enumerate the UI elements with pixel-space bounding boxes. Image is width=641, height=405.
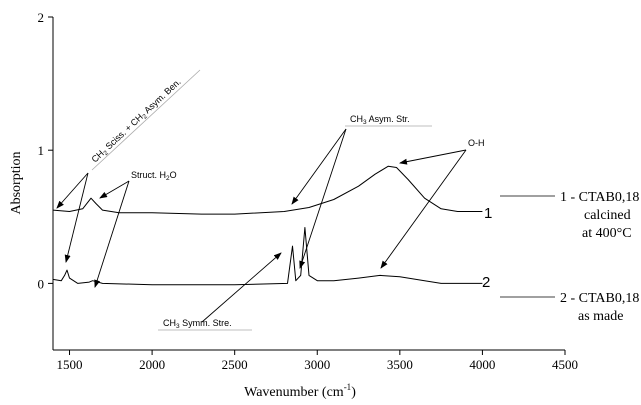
x-ticks: 1500 2000 2500 3000 3500 4000 4500	[57, 350, 578, 372]
legend-2: 2 - CTAB0,18 as made	[560, 291, 639, 324]
legend-2-line-2: as made	[578, 309, 623, 324]
annotation-arrow-3	[99, 180, 130, 199]
x-tick-label-2000: 2000	[139, 357, 165, 372]
annotation-ch3-symm-text: CH3 Symm. Stre.	[163, 318, 232, 330]
legend-1: 1 - CTAB0,18 calcined at 400°C	[560, 190, 639, 241]
annotation-ch3-symm: CH3 Symm. Stre.	[158, 318, 252, 331]
annotation-arrow-4	[94, 180, 130, 288]
annotation-ch2-sciss: CH2 Sciss. + CH2 Asym. Ben.	[90, 69, 201, 171]
x-axis-title: Wavenumber (cm-1)	[244, 382, 356, 400]
x-tick-label-2500: 2500	[222, 357, 248, 372]
x-tick-label-4500: 4500	[552, 357, 578, 372]
annotation-arrow-5	[291, 128, 347, 205]
annotation-ch3-asym: CH3 Asym. Str.	[345, 114, 432, 127]
annotation-ch2-sciss-text: CH2 Sciss. + CH2 Asym. Ben.	[90, 77, 185, 166]
annotation-arrows	[56, 128, 467, 323]
legend-2-line-1: 2 - CTAB0,18	[560, 291, 639, 306]
curve-label-1: 1	[484, 205, 492, 222]
annotation-arrow-6	[299, 128, 347, 269]
legend-1-line-2: calcined	[584, 208, 631, 223]
y-axis-title: Absorption	[9, 152, 24, 215]
y-ticks: 0 1 2	[38, 10, 53, 291]
annotation-struct-h2o: Struct. H2O	[131, 170, 177, 182]
series-line-2	[52, 227, 483, 286]
annotation-arrow-2	[64, 172, 89, 263]
annotation-ch3-asym-text: CH3 Asym. Str.	[350, 114, 410, 126]
x-tick-label-3500: 3500	[387, 357, 413, 372]
x-tick-label-1500: 1500	[57, 357, 83, 372]
curve-label-2: 2	[482, 274, 490, 291]
y-tick-label-1: 1	[38, 143, 45, 158]
annotation-ch2-sciss-rule	[91, 69, 201, 171]
annotation-arrow-9	[201, 252, 282, 323]
annotation-arrow-1	[56, 172, 89, 209]
x-tick-label-4000: 4000	[469, 357, 495, 372]
axes	[52, 17, 565, 351]
series-line-1	[52, 165, 483, 215]
x-tick-label-3000: 3000	[304, 357, 330, 372]
series-group	[52, 165, 483, 286]
annotation-oh: O-H	[468, 138, 485, 148]
legend-1-line-1: 1 - CTAB0,18	[560, 190, 639, 205]
legend-1-line-3: at 400°C	[582, 226, 632, 241]
annotation-arrow-8	[380, 149, 467, 269]
y-tick-label-2: 2	[38, 10, 45, 25]
y-tick-label-0: 0	[38, 276, 45, 291]
annotation-arrow-7	[399, 149, 467, 165]
